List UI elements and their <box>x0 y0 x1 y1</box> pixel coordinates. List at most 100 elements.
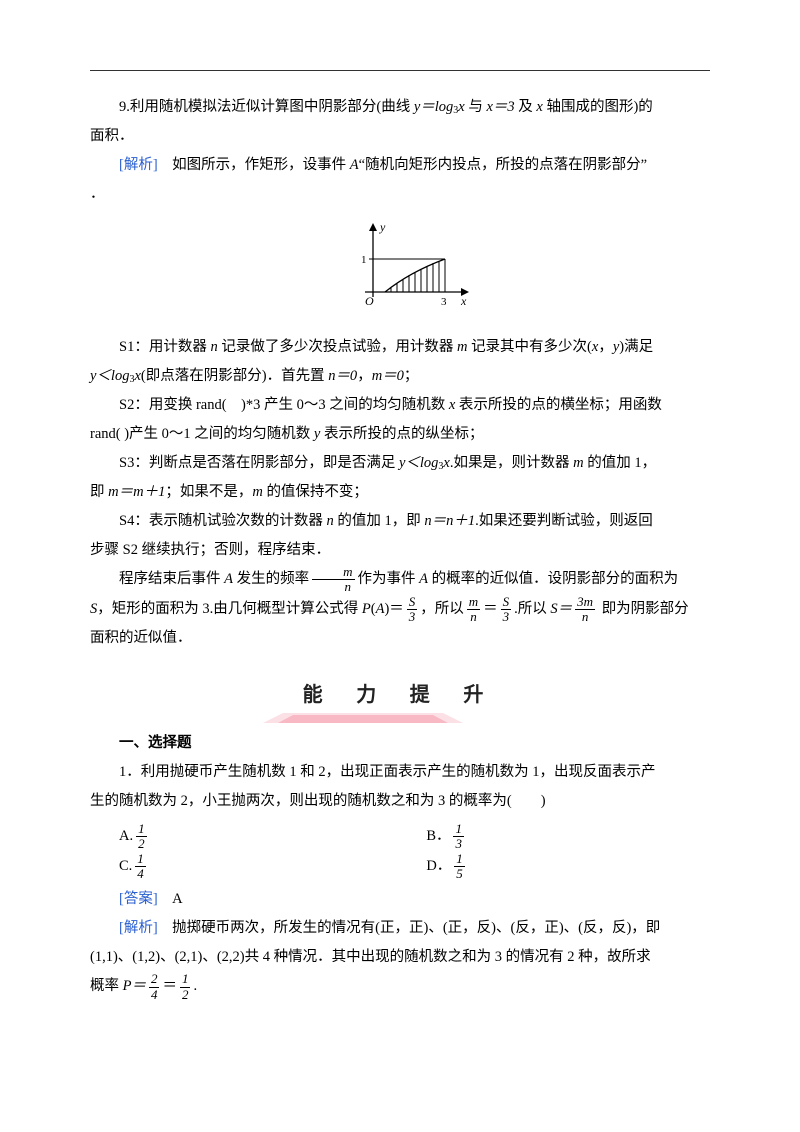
math: x＝3 <box>486 99 514 115</box>
text: 的值保持不变； <box>263 484 368 500</box>
math: m <box>457 339 467 355</box>
math: P＝ <box>123 979 146 995</box>
svg-text:x: x <box>460 294 467 308</box>
text: “随机向矩形内投点，所投的点落在阴影部分” <box>359 157 647 173</box>
text: .如果是，则计数器 <box>450 455 573 471</box>
ability-banner: 能 力 提 升 <box>90 671 710 721</box>
end-line1: 程序结束后事件 A 发生的频率mn作为事件 A 的概率的近似值．设阴影部分的面积… <box>90 565 710 595</box>
math: y＜log <box>90 368 129 384</box>
math: P <box>362 601 371 617</box>
q1-analysis-2: (1,1)、(1,2)、(2,1)、(2,2)共 4 种情况．其中出现的随机数之… <box>90 943 710 972</box>
text: (即点落在阴影部分)．首先置 <box>141 368 328 384</box>
options: A.12 B．13 C.14 D．15 <box>90 822 710 881</box>
s4-line1: S4：表示随机试验次数的计数器 n 的值加 1，即 n＝n＋1.如果还要判断试验… <box>90 507 710 536</box>
banner-shadow-icon <box>263 713 463 723</box>
option-c: C.14 <box>90 852 426 882</box>
option-d: D．15 <box>426 852 710 882</box>
text: 抛掷硬币两次，所发生的情况有(正，正)、(正，反)、(反，正)、(反，反)，即 <box>172 920 660 936</box>
s3-line2: 即 m＝m＋1；如果不是，m 的值保持不变； <box>90 478 710 507</box>
math: S＝ <box>550 601 572 617</box>
q1-analysis-3: 概率 P＝24＝12. <box>90 972 710 1002</box>
frac-m-n-2: mn <box>467 595 480 625</box>
opt-label: A. <box>119 828 133 844</box>
math: A <box>419 571 428 587</box>
svg-text:y: y <box>379 220 386 234</box>
text: S4：表示随机试验次数的计数器 <box>119 513 326 529</box>
text: 及 <box>515 99 537 115</box>
frac: 14 <box>135 852 146 882</box>
text: . <box>193 979 197 995</box>
opt-label: C. <box>119 858 132 874</box>
text: .如果还要判断试验，则返回 <box>475 513 653 529</box>
frac-m-n: mn <box>312 565 354 595</box>
text: ，矩形的面积为 3.由几何概型计算公式得 <box>97 601 362 617</box>
text: )满足 <box>619 339 653 355</box>
text: 记录做了多少次投点试验，用计数器 <box>218 339 457 355</box>
text: rand( )产生 0～1 之间的均匀随机数 <box>90 426 314 442</box>
math: y＝log <box>414 99 453 115</box>
text: 记录其中有多少次( <box>467 339 591 355</box>
opt-label: B． <box>426 828 450 844</box>
section-heading: 一、选择题 <box>90 729 710 758</box>
diagram-svg: y x 1 O 3 <box>325 217 475 312</box>
math: n＝0 <box>328 368 357 384</box>
text: ＝ <box>162 979 177 995</box>
math: m＝m＋1 <box>108 484 165 500</box>
answer-label: [答案] <box>119 891 172 907</box>
math: A <box>224 571 233 587</box>
q9-analysis-dot: ． <box>90 180 710 209</box>
math: n＝n＋1 <box>424 513 475 529</box>
diagram-wrap: y x 1 O 3 <box>90 217 710 323</box>
log-curve-diagram: y x 1 O 3 <box>325 217 475 323</box>
banner-box: 能 力 提 升 <box>273 671 528 721</box>
text: 的概率的近似值．设阴影部分的面积为 <box>428 571 678 587</box>
svg-text:1: 1 <box>361 254 367 266</box>
svg-text:3: 3 <box>441 296 447 308</box>
page: 9.利用随机模拟法近似计算图中阴影部分(曲线 y＝log3x 与 x＝3 及 x… <box>0 0 800 1132</box>
text: 即 <box>90 484 108 500</box>
s2-line1: S2：用变换 rand( )*3 产生 0～3 之间的均匀随机数 x 表示所投的… <box>90 391 710 420</box>
text: ＝ <box>483 601 498 617</box>
text: ； <box>404 368 419 384</box>
end-line2: S，矩形的面积为 3.由几何概型计算公式得 P(A)＝S3，所以mn＝S3.所以… <box>90 595 710 625</box>
text: 概率 <box>90 979 123 995</box>
math: m＝0 <box>372 368 404 384</box>
text: 与 <box>465 99 487 115</box>
math: n <box>326 513 333 529</box>
text: ， <box>598 339 613 355</box>
frac-1-2: 12 <box>180 972 191 1002</box>
svg-text:O: O <box>365 294 374 308</box>
s3-line1: S3：判断点是否落在阴影部分，即是否满足 y＜log3x.如果是，则计数器 m … <box>90 449 710 478</box>
text: 表示所投的点的横坐标；用函数 <box>455 397 662 413</box>
answer-value: A <box>172 891 182 907</box>
math: n <box>210 339 217 355</box>
frac-s-3: S3 <box>407 595 418 625</box>
text: 的值加 1， <box>584 455 657 471</box>
banner-text: 能 力 提 升 <box>303 684 498 706</box>
s1-line2: y＜log3x(即点落在阴影部分)．首先置 n＝0，m＝0； <box>90 362 710 391</box>
opt-row-1: A.12 B．13 <box>90 822 710 852</box>
math: y＜log <box>399 455 438 471</box>
q9-line2: 面积． <box>90 122 710 151</box>
text: 如图所示，作矩形，设事件 <box>172 157 350 173</box>
option-b: B．13 <box>426 822 710 852</box>
answer-line: [答案] A <box>90 885 710 914</box>
text: 的值加 1，即 <box>334 513 425 529</box>
q9-line1: 9.利用随机模拟法近似计算图中阴影部分(曲线 y＝log3x 与 x＝3 及 x… <box>90 93 710 122</box>
text: S3：判断点是否落在阴影部分，即是否满足 <box>119 455 399 471</box>
frac: 13 <box>453 822 464 852</box>
analysis-label: [解析] <box>119 920 172 936</box>
frac-2-4: 24 <box>149 972 160 1002</box>
text: 轴围成的图形)的 <box>543 99 653 115</box>
text: 程序结束后事件 <box>119 571 224 587</box>
math: A <box>350 157 359 173</box>
text: .所以 <box>514 601 550 617</box>
frac-s-3-2: S3 <box>501 595 512 625</box>
q1-line1: 1．利用抛硬币产生随机数 1 和 2，出现正面表示产生的随机数为 1，出现反面表… <box>90 758 710 787</box>
text: ，所以 <box>420 601 464 617</box>
option-a: A.12 <box>90 822 426 852</box>
s1-line1: S1：用计数器 n 记录做了多少次投点试验，用计数器 m 记录其中有多少次(x，… <box>90 333 710 362</box>
frac-3m-n: 3mn <box>575 595 595 625</box>
s4-line2: 步骤 S2 继续执行；否则，程序结束． <box>90 536 710 565</box>
opt-row-2: C.14 D．15 <box>90 852 710 882</box>
